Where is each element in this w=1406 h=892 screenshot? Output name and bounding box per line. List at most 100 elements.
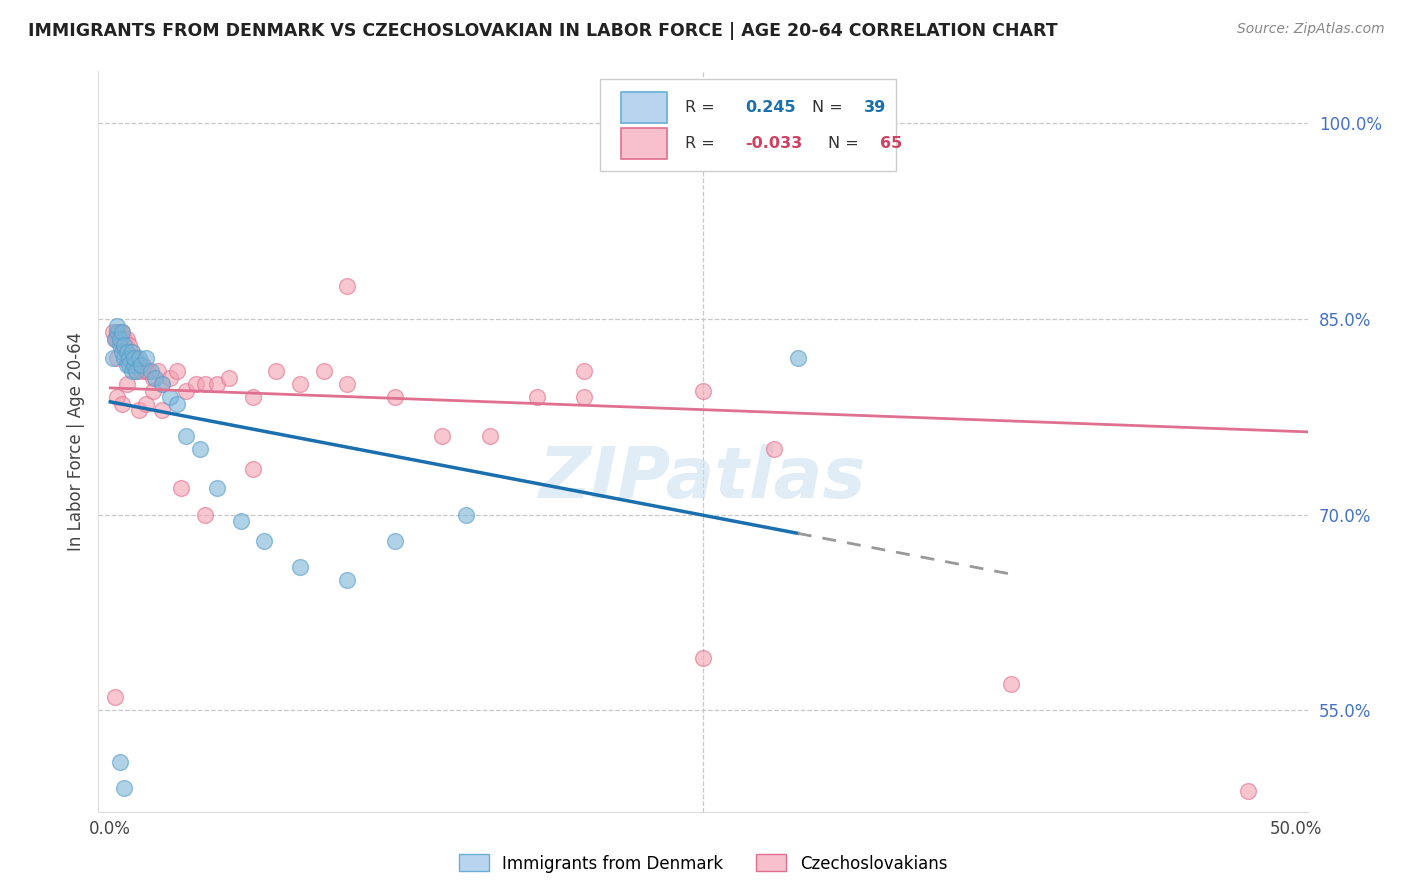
Point (166, 397, 188, 411)
Point (152, 377, 174, 392)
Point (105, 325, 128, 339)
Point (111, 338, 134, 352)
Point (478, 429, 501, 443)
Point (111, 325, 134, 339)
Point (229, 514, 252, 528)
Point (432, 429, 454, 443)
Point (125, 351, 148, 365)
Text: N =: N = (811, 100, 842, 115)
Point (184, 377, 207, 392)
Text: N =: N = (828, 136, 858, 151)
Point (118, 351, 141, 365)
Point (143, 370, 166, 384)
Point (132, 358, 155, 372)
Point (111, 344, 134, 359)
Point (121, 364, 143, 378)
Point (1237, 784, 1260, 798)
Point (105, 332, 128, 346)
Point (114, 332, 136, 346)
Point (128, 403, 150, 417)
Point (105, 390, 128, 404)
Point (105, 325, 128, 339)
Point (122, 358, 145, 372)
Point (336, 279, 359, 293)
Point (454, 508, 477, 522)
Text: 65: 65 (880, 136, 901, 151)
Text: -0.033: -0.033 (745, 136, 803, 151)
Point (574, 390, 596, 404)
Y-axis label: In Labor Force | Age 20-64: In Labor Force | Age 20-64 (66, 332, 84, 551)
Point (128, 351, 150, 365)
Point (194, 377, 217, 392)
Point (125, 364, 148, 378)
Point (384, 390, 406, 404)
FancyBboxPatch shape (600, 78, 897, 171)
Point (101, 325, 124, 339)
Point (118, 351, 141, 365)
Point (114, 338, 136, 352)
Point (129, 364, 152, 378)
Point (166, 364, 188, 378)
Point (115, 344, 138, 359)
Point (174, 429, 197, 443)
Point (122, 351, 145, 365)
Point (121, 358, 143, 372)
Point (108, 755, 131, 769)
Point (763, 442, 786, 457)
Point (104, 690, 127, 704)
Point (114, 781, 136, 796)
Point (108, 325, 131, 339)
Point (111, 397, 134, 411)
Point (336, 377, 359, 392)
Point (152, 403, 174, 417)
Point (692, 384, 714, 398)
Text: IMMIGRANTS FROM DENMARK VS CZECHOSLOVAKIAN IN LABOR FORCE | AGE 20-64 CORRELATIO: IMMIGRANTS FROM DENMARK VS CZECHOSLOVAKI… (28, 22, 1057, 40)
Text: R =: R = (685, 100, 714, 115)
Text: Source: ZipAtlas.com: Source: ZipAtlas.com (1237, 22, 1385, 37)
Point (129, 358, 152, 372)
Point (142, 370, 165, 384)
Point (142, 384, 165, 398)
Point (105, 318, 128, 333)
Point (205, 377, 228, 392)
Text: 0.245: 0.245 (745, 100, 796, 115)
Point (170, 482, 193, 496)
Point (159, 370, 181, 384)
Point (242, 462, 264, 476)
Text: 39: 39 (863, 100, 886, 115)
Point (115, 344, 138, 359)
Point (128, 358, 150, 372)
Text: ZIPatlas: ZIPatlas (540, 444, 866, 513)
Point (190, 442, 212, 457)
Point (384, 533, 406, 548)
Point (205, 482, 228, 496)
Point (218, 370, 240, 384)
Point (336, 573, 359, 587)
Point (104, 332, 127, 346)
Point (122, 358, 145, 372)
Point (136, 364, 159, 378)
Point (115, 377, 138, 392)
Point (114, 338, 136, 352)
Point (121, 344, 143, 359)
Point (108, 332, 131, 346)
Point (152, 377, 174, 392)
Point (1000, 677, 1022, 691)
Point (108, 338, 131, 352)
Point (135, 351, 157, 365)
Text: R =: R = (685, 136, 714, 151)
Point (288, 377, 311, 392)
Point (121, 344, 143, 359)
Point (105, 351, 128, 365)
Point (786, 351, 808, 365)
Point (104, 332, 127, 346)
Point (159, 390, 181, 404)
Point (312, 364, 335, 378)
Point (146, 364, 169, 378)
Point (118, 338, 141, 352)
Point (101, 351, 124, 365)
Point (139, 364, 162, 378)
Point (135, 364, 157, 378)
Point (526, 390, 548, 404)
Point (125, 364, 148, 378)
